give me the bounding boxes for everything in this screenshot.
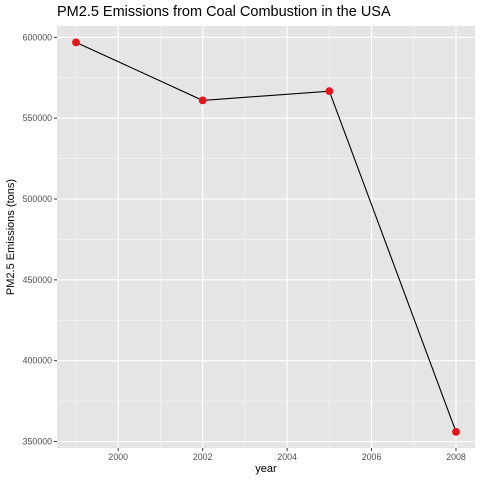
- y-tick-label: 600000: [23, 32, 52, 42]
- data-point: [72, 38, 80, 47]
- y-tick-label: 400000: [23, 356, 52, 366]
- y-tick-label: 450000: [23, 275, 52, 285]
- data-point: [325, 87, 334, 96]
- axis-ticks: [54, 36, 457, 451]
- series: [72, 38, 460, 436]
- y-tick-label: 550000: [23, 113, 52, 123]
- chart-title: PM2.5 Emissions from Coal Combustion in …: [57, 4, 391, 20]
- x-axis-title: year: [255, 463, 277, 475]
- y-tick-labels: 350000 400000 450000 500000 550000 600000: [23, 32, 52, 446]
- plot-panel: [57, 26, 475, 448]
- grid-major: [57, 26, 475, 448]
- x-tick-label: 2006: [362, 452, 382, 462]
- y-axis-title: PM2.5 Emissions (tons): [5, 179, 17, 295]
- x-tick-labels: 2000 2002 2004 2006 2008: [108, 452, 465, 462]
- data-point: [198, 96, 207, 105]
- y-tick-label: 500000: [23, 194, 52, 204]
- x-tick-label: 2002: [193, 452, 213, 462]
- data-point: [452, 427, 460, 436]
- series-line: [75, 41, 457, 433]
- grid-minor: [57, 26, 475, 448]
- x-tick-label: 2008: [446, 452, 466, 462]
- x-tick-label: 2004: [277, 452, 297, 462]
- x-tick-label: 2000: [108, 452, 128, 462]
- y-tick-label: 350000: [23, 437, 52, 447]
